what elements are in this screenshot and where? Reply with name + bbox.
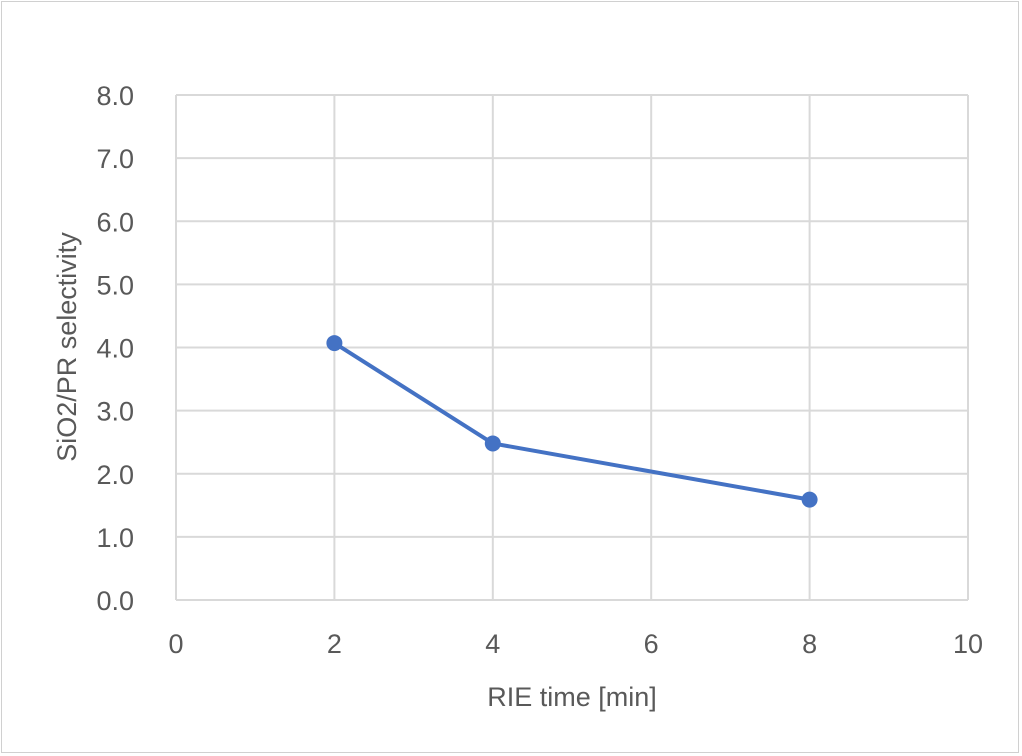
x-tick-label: 4	[485, 629, 500, 659]
series-line	[332, 341, 812, 502]
data-point	[801, 491, 818, 508]
y-tick-label: 1.0	[96, 523, 134, 553]
y-tick-label: 7.0	[96, 144, 134, 174]
y-tick-labels: 0.0 1.0 2.0 3.0 4.0 5.0 6.0 7.0 8.0	[96, 81, 134, 616]
series-layer	[326, 335, 818, 508]
y-tick-label: 2.0	[96, 460, 134, 490]
x-tick-label: 2	[327, 629, 342, 659]
y-axis-title: SiO2/PR selectivity	[52, 232, 82, 462]
y-tick-label: 0.0	[96, 586, 134, 616]
data-point	[484, 435, 501, 452]
x-tick-label: 8	[802, 629, 817, 659]
grid-lines	[175, 94, 969, 601]
y-tick-label: 4.0	[96, 334, 134, 364]
data-point	[326, 335, 343, 352]
x-tick-label: 10	[953, 629, 983, 659]
y-tick-label: 5.0	[96, 270, 134, 300]
y-tick-label: 3.0	[96, 397, 134, 427]
x-tick-label: 0	[168, 629, 183, 659]
y-tick-label: 6.0	[96, 207, 134, 237]
y-tick-label: 8.0	[96, 81, 134, 111]
x-axis-title: RIE time [min]	[487, 682, 657, 712]
x-tick-label: 6	[644, 629, 659, 659]
x-tick-labels: 0 2 4 6 8 10	[168, 629, 983, 659]
